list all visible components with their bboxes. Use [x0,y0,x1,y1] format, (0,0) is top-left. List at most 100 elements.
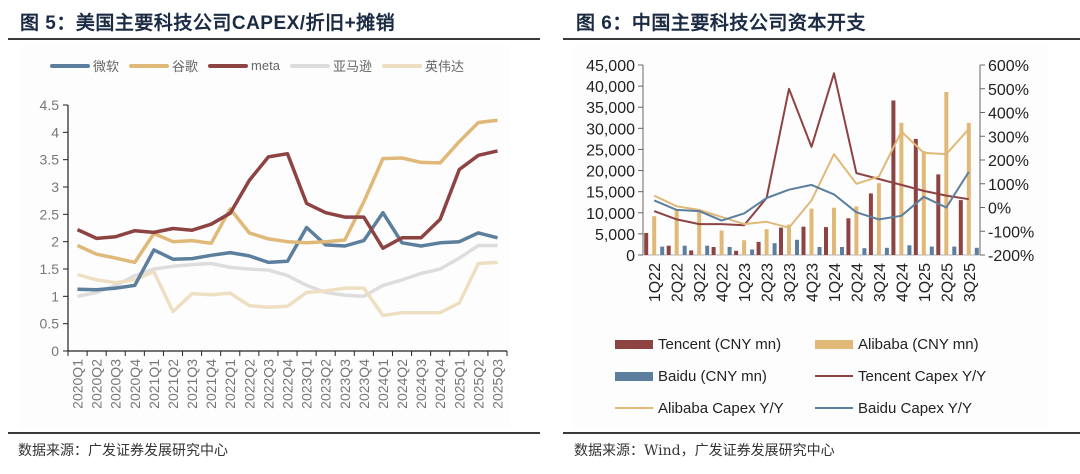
x-tick-label: 2020Q2 [89,359,105,409]
legend-swatch [815,407,853,409]
y-left-tick-label: 45,000 [586,58,635,75]
legend-swatch [615,407,653,409]
legend-label: Alibaba (CNY mn) [858,335,979,353]
x-tick-label: 4Q24 [894,263,911,302]
y-left-tick-label: 15,000 [586,185,635,202]
bar [660,246,665,255]
bar [727,247,732,255]
legend-item-alibaba-bar: Alibaba (CNY mn) [815,336,1013,353]
x-tick-label: 2020Q1 [70,359,86,409]
bar [952,246,957,255]
y-tick-label: 1.5 [40,261,60,277]
bar [966,122,971,255]
bar [854,206,859,255]
figure-5-panel: 图 5：美国主要科技公司CAPEX/折旧+摊销 微软 谷歌 meta 亚马逊 英… [8,13,540,459]
y-right-tick-label: -200% [988,248,1034,265]
y-left-tick-label: 20,000 [586,164,635,181]
legend-label: Baidu (CNY mn) [658,367,767,385]
x-tick-label: 1Q25 [917,263,934,302]
bar [652,216,657,255]
legend-swatch [615,339,653,349]
x-tick-label: 3Q23 [782,263,799,302]
x-tick-label: 2Q23 [760,263,777,302]
data-source-note: 数据来源：广发证券发展研究中心 [18,443,228,459]
y-right-tick-label: 600% [988,58,1029,75]
bar [907,245,912,255]
bar [899,122,904,255]
legend-item-microsoft: 微软 [50,56,119,75]
bar [846,218,851,255]
x-tick-label: 3Q24 [872,263,889,302]
legend-label: Alibaba Capex Y/Y [658,399,784,417]
bar [936,174,941,255]
y-tick-label: 1 [51,288,59,304]
legend-label: Tencent (CNY mn) [658,335,782,353]
y-tick-label: 4.5 [40,97,60,113]
y-left-tick-label: 35,000 [586,100,635,117]
legend-label: 微软 [93,59,120,74]
x-tick-label: 2022Q2 [241,359,257,409]
y-left-tick-label: 10,000 [586,206,635,223]
legend-item-nvidia: 英伟达 [381,56,464,75]
legend-item-meta: meta [208,58,280,73]
legend-swatch [615,371,653,381]
legend-item-baidu-yoy: Baidu Capex Y/Y [815,400,1013,417]
x-tick-label: 4Q22 [715,263,732,302]
x-tick-label: 2024Q2 [394,359,410,409]
data-source-note: 数据来源：Wind，广发证券发展研究中心 [574,443,835,459]
bar [840,247,844,255]
x-tick-label: 2021Q1 [146,359,162,409]
bar [772,243,777,255]
bar [974,247,979,255]
legend-swatch [50,63,90,68]
x-tick-label: 3Q25 [962,263,979,302]
legend-item-alibaba-yoy: Alibaba Capex Y/Y [615,400,815,417]
bar [734,250,739,255]
x-tick-label: 2023Q2 [318,359,334,409]
legend-label: 谷歌 [172,59,199,74]
bar [868,193,873,255]
legend-swatch [129,63,170,68]
legend-item-baidu-bar: Baidu (CNY mn) [615,368,815,385]
legend-item-amazon: 亚马逊 [289,56,372,75]
bar [719,230,724,255]
figure-6-title: 图 6：中国主要科技公司资本开支 [576,13,866,34]
x-tick-label: 1Q24 [827,263,844,302]
bar [750,249,755,255]
y-tick-label: 3.5 [40,152,60,168]
legend-swatch [208,63,249,68]
series-line-0 [77,210,498,292]
bar [674,209,679,255]
bar [779,227,783,255]
bar [756,241,761,255]
x-tick-label: 3Q22 [692,263,709,302]
x-tick-label: 2021Q3 [184,359,200,409]
y-left-tick-label: 5,000 [595,227,635,244]
title-divider [8,38,540,40]
x-tick-label: 2025Q2 [470,359,486,409]
yoy-line-2 [653,171,970,222]
x-tick-label: 1Q23 [737,263,754,302]
y-left-tick-label: 25,000 [586,142,635,159]
series-line-2 [76,149,498,250]
figure-5-title: 图 5：美国主要科技公司CAPEX/折旧+摊销 [20,13,396,34]
series-line-1 [76,118,498,265]
legend-label: Tencent Capex Y/Y [858,367,987,385]
bar [682,245,687,255]
bar [795,239,799,255]
x-tick-label: 2023Q4 [356,359,372,409]
bar [705,245,710,255]
y-tick-label: 2 [51,234,59,250]
y-left-tick-label: 0 [626,248,635,265]
y-right-tick-label: 200% [988,153,1029,170]
source-divider [8,432,540,434]
x-tick-label: 2024Q4 [432,359,448,409]
y-tick-label: 4 [51,124,59,140]
x-tick-label: 2Q22 [670,263,687,302]
legend-label: Baidu Capex Y/Y [858,399,972,417]
y-left-tick-label: 30,000 [586,121,635,138]
legend-item-tencent-yoy: Tencent Capex Y/Y [815,368,1013,385]
bar [862,248,867,255]
bar [697,210,702,255]
chart-legend: 微软 谷歌 meta 亚马逊 英伟达 [50,56,464,75]
